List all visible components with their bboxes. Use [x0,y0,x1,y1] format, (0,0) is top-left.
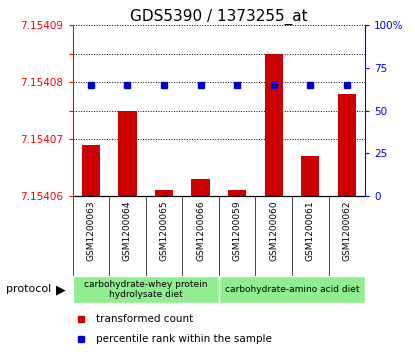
Bar [338,94,356,196]
Text: GSM1200066: GSM1200066 [196,200,205,261]
Bar [155,190,173,196]
Text: GSM1200060: GSM1200060 [269,200,278,261]
Bar [191,179,210,196]
Text: ▶: ▶ [56,283,66,296]
Bar [73,276,219,303]
Text: GSM1200063: GSM1200063 [86,200,95,261]
Bar [118,111,137,196]
Text: GSM1200062: GSM1200062 [342,200,352,261]
Text: protocol: protocol [6,285,51,294]
Title: GDS5390 / 1373255_at: GDS5390 / 1373255_at [130,9,308,25]
Bar [219,276,365,303]
Text: GSM1200059: GSM1200059 [233,200,242,261]
Text: percentile rank within the sample: percentile rank within the sample [96,334,272,344]
Text: GSM1200064: GSM1200064 [123,200,132,261]
Bar [301,156,320,196]
Text: carbohydrate-amino acid diet: carbohydrate-amino acid diet [225,285,359,294]
Text: carbohydrate-whey protein
hydrolysate diet: carbohydrate-whey protein hydrolysate di… [84,280,208,299]
Bar [228,190,247,196]
Bar [265,54,283,196]
Text: transformed count: transformed count [96,314,193,325]
Text: GSM1200065: GSM1200065 [159,200,168,261]
Text: GSM1200061: GSM1200061 [306,200,315,261]
Bar [82,145,100,196]
